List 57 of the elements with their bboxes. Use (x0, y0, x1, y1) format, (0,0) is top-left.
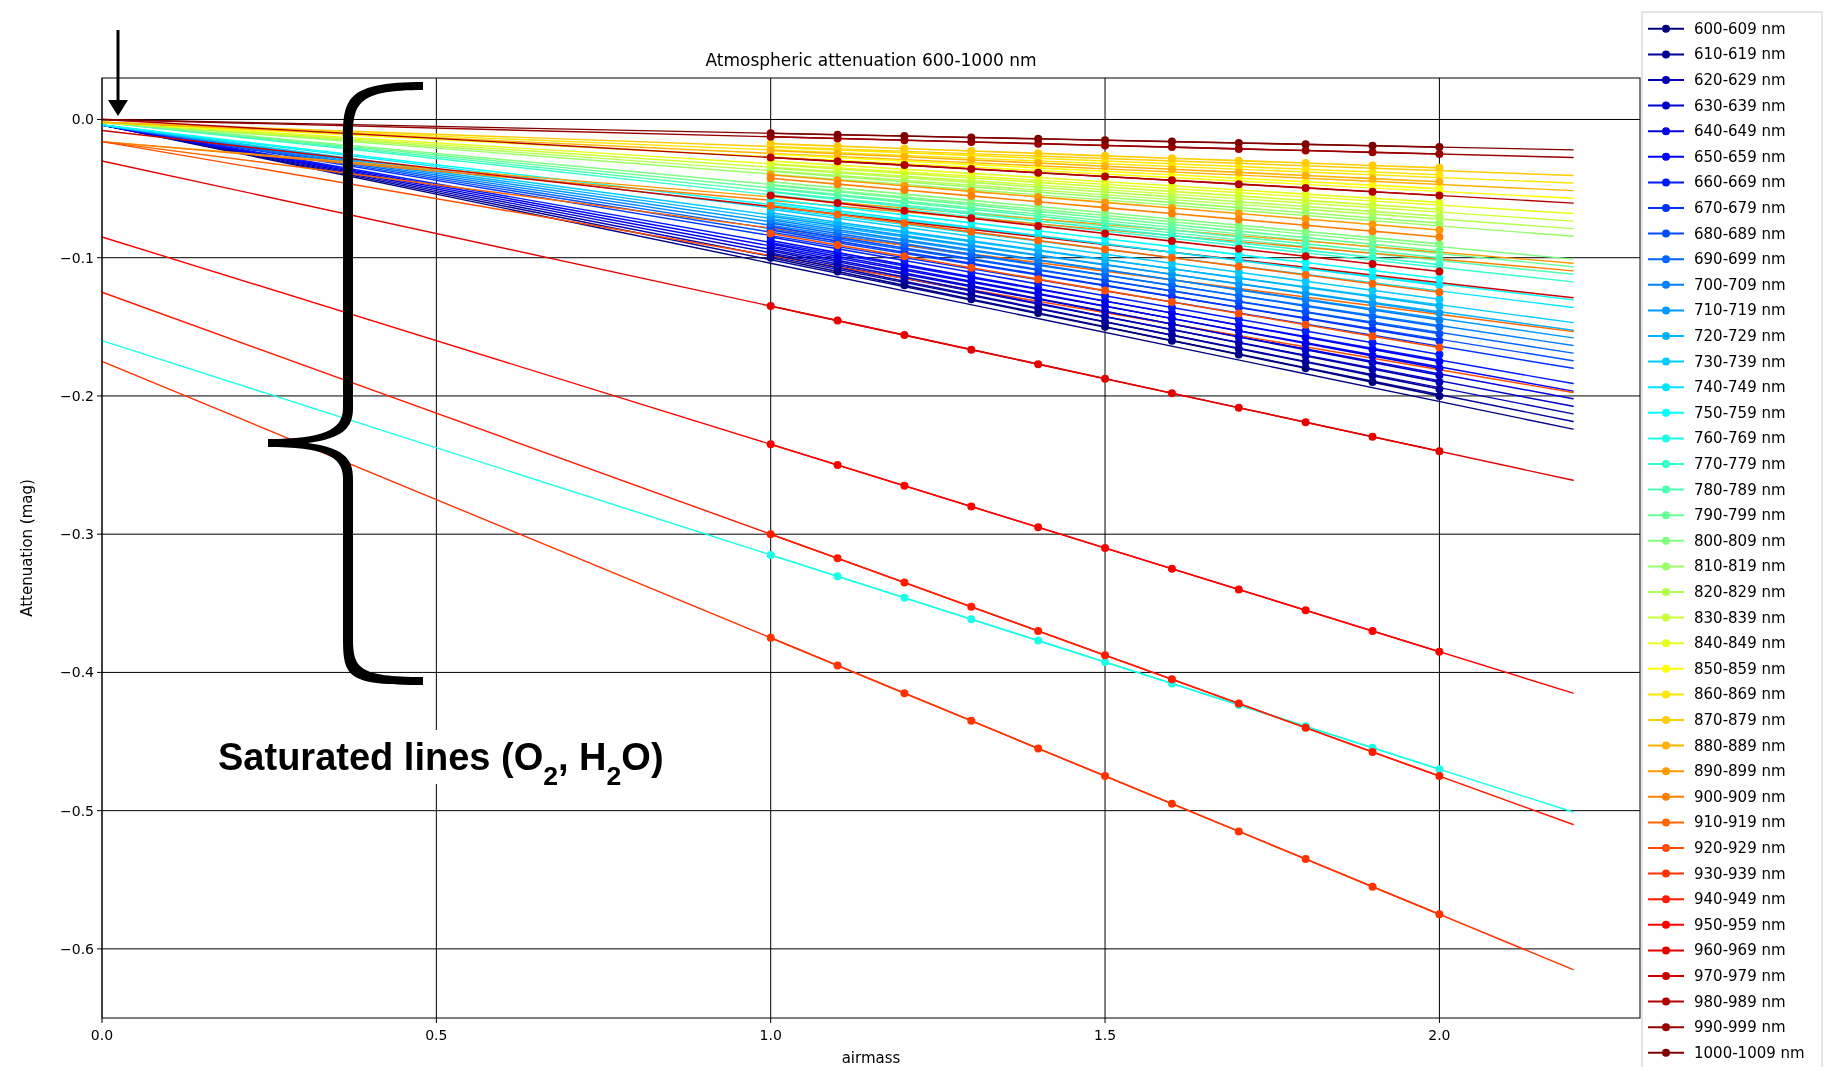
y-tick-label: −0.6 (60, 940, 95, 957)
legend-label: 1000-1009 nm (1694, 1043, 1805, 1062)
legend-label: 810-819 nm (1694, 557, 1786, 576)
y-tick-label: −0.1 (60, 249, 94, 266)
legend-label: 680-689 nm (1694, 224, 1786, 243)
legend-label: 800-809 nm (1694, 531, 1786, 550)
legend-label: 830-839 nm (1694, 608, 1786, 627)
legend-label: 710-719 nm (1694, 301, 1786, 320)
legend-label: 720-729 nm (1694, 327, 1786, 345)
y-tick-label: −0.5 (60, 802, 94, 819)
legend-label: 690-699 nm (1694, 250, 1786, 269)
legend-label: 640-649 nm (1694, 122, 1786, 141)
x-tick-label: 0.5 (425, 1027, 448, 1043)
legend-label: 730-739 nm (1694, 352, 1786, 371)
legend-label: 670-679 nm (1694, 199, 1786, 217)
x-tick-label: 2.0 (1428, 1027, 1451, 1043)
legend-label: 920-929 nm (1694, 839, 1786, 857)
legend-label: 890-899 nm (1694, 762, 1786, 781)
y-tick-label: −0.3 (60, 526, 94, 543)
legend-label: 600-609 nm (1694, 19, 1786, 38)
legend-label: 860-869 nm (1694, 685, 1786, 704)
legend-label: 850-859 nm (1694, 659, 1786, 678)
legend-label: 870-879 nm (1694, 711, 1786, 729)
legend-label: 700-709 nm (1694, 275, 1786, 294)
legend-label: 780-789 nm (1694, 480, 1786, 499)
legend-label: 620-629 nm (1694, 71, 1786, 89)
chart-title: Atmospheric attenuation 600-1000 nm (705, 50, 1037, 70)
legend-label: 910-919 nm (1694, 813, 1786, 832)
legend-label: 880-889 nm (1694, 736, 1786, 755)
annotation: Saturated lines (O$_{2}$, H$_{2}$O) (218, 736, 664, 791)
legend-label: 960-969 nm (1694, 941, 1786, 960)
legend-label: 980-989 nm (1694, 992, 1786, 1011)
legend-label: 990-999 nm (1694, 1018, 1786, 1037)
y-axis-title: Attenuation (mag) (18, 479, 36, 617)
y-tick-label: −0.2 (60, 387, 94, 404)
legend-label: 930-939 nm (1694, 864, 1786, 883)
x-tick-label: 1.0 (759, 1027, 782, 1043)
x-axis-title: airmass (841, 1049, 901, 1067)
legend-label: 900-909 nm (1694, 787, 1786, 806)
legend-label: 630-639 nm (1694, 96, 1786, 115)
legend-label: 740-749 nm (1694, 378, 1786, 397)
legend-label: 840-849 nm (1694, 634, 1786, 653)
legend-label: 660-669 nm (1694, 173, 1786, 192)
legend-label: 770-779 nm (1694, 455, 1786, 473)
legend-label: 650-659 nm (1694, 147, 1786, 166)
legend-label: 760-769 nm (1694, 429, 1786, 448)
legend-label: 940-949 nm (1694, 890, 1786, 909)
legend-label: 790-799 nm (1694, 506, 1786, 525)
x-tick-label: 1.5 (1093, 1027, 1117, 1043)
legend-label: 610-619 nm (1694, 45, 1786, 64)
x-tick-label: 0.0 (90, 1027, 114, 1043)
legend-label: 820-829 nm (1694, 583, 1786, 601)
legend-label: 950-959 nm (1694, 915, 1786, 934)
y-tick-label: −0.4 (60, 664, 95, 681)
legend-label: 970-979 nm (1694, 967, 1786, 985)
legend-label: 750-759 nm (1694, 403, 1786, 422)
y-tick-label: 0.0 (71, 111, 94, 128)
